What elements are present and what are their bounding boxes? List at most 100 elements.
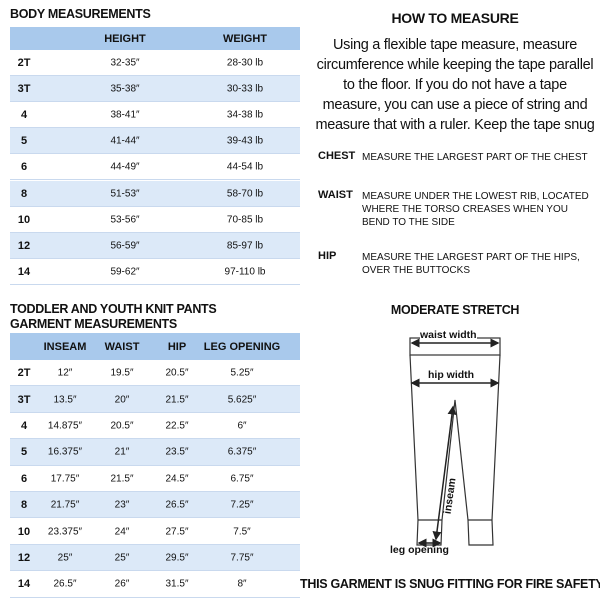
size-label: 4: [20, 109, 28, 122]
table-cell: 14.875″: [47, 420, 83, 432]
header-row: [10, 333, 300, 360]
table-cell: 70-85 lb: [226, 214, 264, 226]
table-cell: 13.5″: [53, 394, 77, 406]
table-row: [10, 492, 300, 519]
column-header: HIP: [167, 340, 187, 353]
size-label: 10: [17, 213, 31, 226]
diagram-label: leg opening: [390, 544, 449, 556]
table-cell: 29.5″: [165, 552, 189, 564]
table-row: [10, 518, 300, 545]
pants-diagram: [409, 337, 501, 548]
table-cell: 21.75″: [50, 499, 80, 511]
column-header: HEIGHT: [104, 32, 146, 45]
size-label: 2T: [17, 367, 31, 380]
size-label: 8: [20, 499, 28, 512]
table-row: [10, 180, 300, 207]
table-cell: 58-70 lb: [226, 188, 264, 200]
size-label: 10: [17, 525, 31, 538]
table-row: [10, 386, 300, 413]
title-line: GARMENT MEASUREMENTS: [10, 317, 177, 331]
table-cell: 59-62″: [110, 266, 140, 278]
term: WAIST: [318, 189, 353, 201]
table-cell: 51-53″: [110, 188, 140, 200]
table-cell: 5.625″: [227, 394, 257, 406]
table-cell: 8″: [237, 578, 247, 590]
table-row: [10, 154, 300, 181]
table-cell: 41-44″: [110, 135, 140, 147]
table-title: BODY MEASUREMENTS: [10, 7, 151, 21]
table-row: [10, 50, 300, 77]
size-label: 3T: [17, 83, 31, 96]
size-label: 5: [20, 446, 28, 459]
table-cell: 26.5″: [53, 578, 77, 590]
table-cell: 24.5″: [165, 473, 189, 485]
table-cell: 30-33 lb: [226, 83, 264, 95]
table-title: TODDLER AND YOUTH KNIT PANTS GARMENT MEA…: [10, 302, 217, 332]
column-header: WEIGHT: [223, 32, 267, 45]
table-row: [10, 206, 300, 233]
size-label: 14: [17, 265, 31, 278]
table-cell: 31.5″: [165, 578, 189, 590]
size-label: 8: [20, 187, 28, 200]
table-cell: 20.5″: [165, 367, 189, 379]
table-cell: 53-56″: [110, 214, 140, 226]
table-row: [10, 544, 300, 572]
table-row: [10, 412, 300, 440]
table-cell: 23.5″: [165, 446, 189, 458]
instruction-line: measure that with a ruler. Keep the tape…: [315, 117, 595, 133]
diagram-label: waist width: [420, 329, 477, 341]
table-cell: 21.5″: [110, 473, 134, 485]
table-cell: 5.25″: [230, 367, 254, 379]
column-header: WAIST: [104, 340, 140, 353]
definition: MEASURE THE LARGEST PART OF THE HIPS, OV…: [362, 252, 580, 276]
table-cell: 97-110 lb: [224, 266, 266, 278]
table-row: [10, 258, 300, 285]
table-cell: 7.75″: [230, 552, 254, 564]
table-cell: 12″: [57, 367, 73, 379]
definition: MEASURE THE LARGEST PART OF THE CHEST: [362, 152, 588, 163]
table-row: [10, 571, 300, 598]
term: HIP: [318, 250, 337, 262]
table-cell: 27.5″: [165, 526, 189, 538]
title-line: TODDLER AND YOUTH KNIT PANTS: [10, 302, 217, 316]
table-row: [10, 102, 300, 129]
size-label: 3T: [17, 393, 31, 406]
table-cell: 26″: [114, 578, 130, 590]
table-cell: 16.375″: [47, 446, 83, 458]
size-label: 6: [20, 161, 28, 174]
table-cell: 85-97 lb: [226, 240, 264, 252]
table-cell: 7.5″: [233, 526, 251, 538]
table-row: [10, 232, 300, 259]
table-cell: 17.75″: [50, 473, 80, 485]
header-row: [10, 27, 300, 50]
size-label: 6: [20, 472, 28, 485]
footer: THIS GARMENT IS SNUG FITTING FOR FIRE SA…: [300, 577, 600, 591]
term: CHEST: [318, 150, 356, 162]
table-row: [10, 128, 300, 155]
table-cell: 6.75″: [230, 473, 254, 485]
table-cell: 7.25″: [230, 499, 254, 511]
table-cell: 22.5″: [165, 420, 189, 432]
table-cell: 6″: [237, 420, 247, 432]
table-cell: 34-38 lb: [226, 109, 264, 121]
table-cell: 38-41″: [110, 109, 140, 121]
instruction-line: measure, you can use a piece of string a…: [322, 97, 588, 113]
instruction-line: Using a flexible tape measure, measure: [332, 37, 578, 53]
diagram-label: hip width: [428, 369, 475, 381]
table-row: [10, 76, 300, 103]
table-cell: 25″: [57, 552, 73, 564]
instruction-line: circumference while keeping the tape par…: [316, 57, 594, 73]
size-label: 5: [20, 135, 28, 148]
size-label: 12: [17, 552, 31, 564]
definition: MEASURE UNDER THE LOWEST RIB, LOCATED WH…: [362, 191, 589, 228]
table-row: [10, 465, 300, 492]
table-cell: 32-35″: [110, 57, 140, 69]
table-cell: 35-38″: [110, 83, 140, 95]
table-cell: 26.5″: [165, 499, 189, 511]
table-row: [10, 360, 300, 387]
table-cell: 25″: [114, 552, 130, 564]
size-label: 4: [20, 420, 28, 432]
table-row: [10, 439, 300, 466]
table-cell: 20.5″: [110, 420, 134, 432]
